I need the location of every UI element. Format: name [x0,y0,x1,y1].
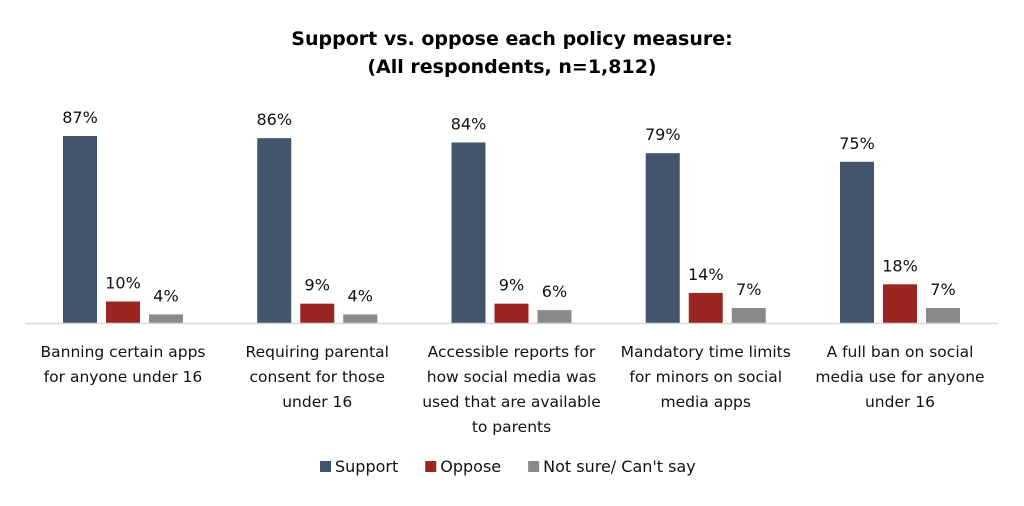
data-label-oppose-4: 14% [688,265,724,284]
chart-subtitle: (All respondents, n=1,812) [367,56,656,78]
category-label-4: Mandatory time limits for minors on socia… [621,343,791,411]
bar-not-sure-can-t-say-1 [149,314,183,323]
legend-swatch-not-sure-can-t-say [528,461,540,472]
legend-swatch-oppose [425,461,437,472]
data-label-not-sure-can-t-say-1: 4% [153,286,178,305]
category-label-5: A full ban on social media use for anyone… [815,343,984,411]
data-label-oppose-3: 9% [499,276,524,295]
data-label-support-3: 84% [451,114,487,133]
bar-not-sure-can-t-say-2 [343,314,378,323]
category-labels: Banning certain apps for anyone under 16 R… [41,343,985,436]
category-label-1: Banning certain apps for anyone under 16 [41,343,206,386]
legend-label-oppose: Oppose [440,457,501,476]
bar-oppose-4 [688,292,723,323]
data-label-oppose-5: 18% [882,256,918,275]
category-label-3: Accessible reports for how social media w… [422,343,601,436]
chart-title: Support vs. oppose each policy measure: [291,28,732,50]
category-label-2: Requiring parental consent for those under… [246,343,389,411]
bar-oppose-3 [494,303,529,323]
bar-support-5 [840,161,874,323]
bar-support-3 [451,142,486,323]
data-label-oppose-2: 9% [305,276,330,295]
bar-not-sure-can-t-say-5 [926,307,960,323]
bar-oppose-2 [300,303,335,323]
bar-support-4 [645,153,680,323]
data-label-not-sure-can-t-say-4: 7% [736,280,761,299]
bar-support-1 [63,136,97,323]
legend: Support Oppose Not sure/ Can't say [320,457,696,476]
legend-swatch-support [320,461,331,472]
data-label-not-sure-can-t-say-2: 4% [348,286,373,305]
bar-support-2 [257,138,292,323]
data-label-not-sure-can-t-say-3: 6% [542,282,567,301]
data-label-oppose-1: 10% [105,274,141,293]
bar-oppose-5 [883,284,917,323]
bar-not-sure-can-t-say-3 [537,310,572,323]
bar-not-sure-can-t-say-4 [731,307,766,323]
data-label-support-5: 75% [839,134,875,153]
bar-oppose-1 [106,301,140,323]
data-label-support-1: 87% [62,108,98,127]
legend-label-not-sure-can-t-say: Not sure/ Can't say [543,457,696,476]
data-label-support-2: 86% [256,110,292,129]
data-label-support-4: 79% [645,125,681,144]
bars-layer: 87% 10% 4% 86% 9% 4% 84% 9% 6% 79% 14% 7% 75% 18% 7% [62,108,960,323]
data-label-not-sure-can-t-say-5: 7% [930,280,955,299]
legend-label-support: Support [335,457,398,476]
